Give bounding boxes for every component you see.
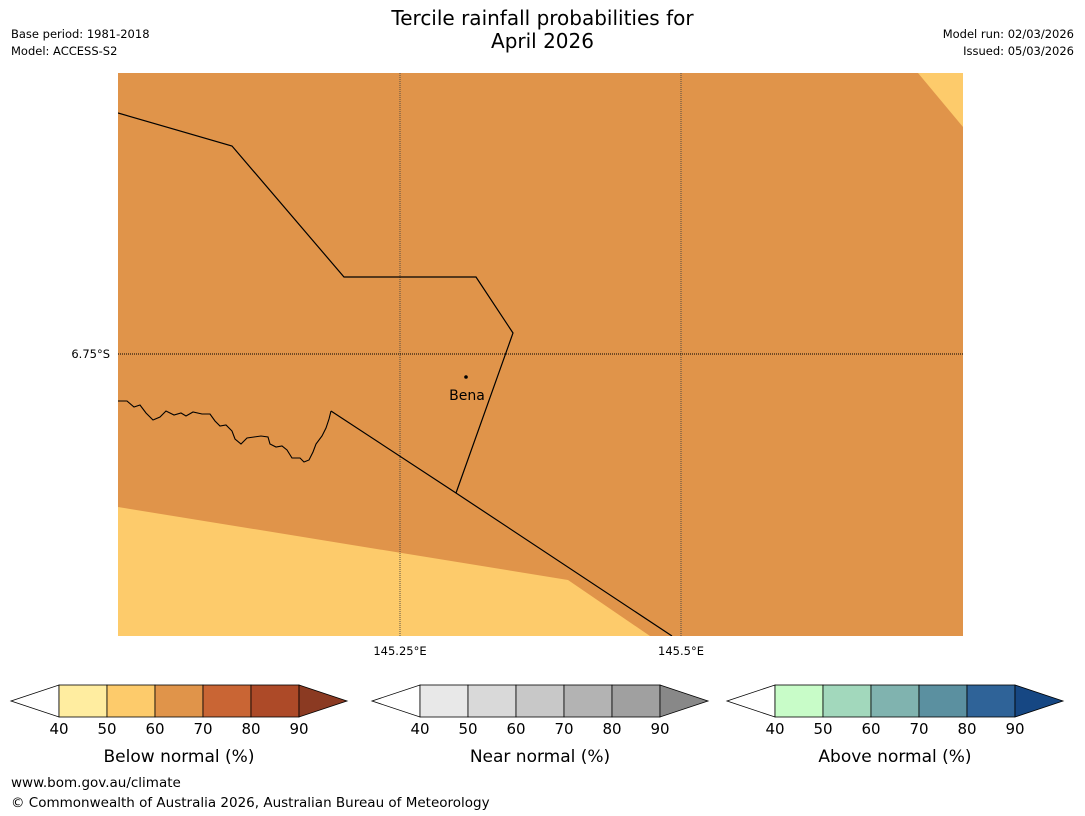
- colorbar-over-extend: [659, 684, 710, 718]
- model-run: Model run: 02/03/2026: [942, 27, 1074, 41]
- issued-date: Issued: 05/03/2026: [963, 44, 1074, 58]
- colorbar-tick-label: 40: [410, 720, 429, 738]
- colorbar-under-extend: [9, 684, 60, 718]
- longitude-label-145-25: 145.25°E: [373, 644, 426, 658]
- colorbar-2: 40 50 60 70 80 90 Near normal (%): [370, 684, 710, 767]
- colorbar-3: 40 50 60 70 80 90 Above normal (%): [725, 684, 1065, 767]
- colorbar-segment-60-70: [154, 684, 204, 718]
- base-period: Base period: 1981-2018: [11, 27, 150, 41]
- longitude-label-145-5: 145.5°E: [658, 644, 704, 658]
- province-boundary-river: [118, 400, 332, 463]
- town-marker: [464, 375, 468, 379]
- colorbar-tick-label: 90: [1005, 720, 1024, 738]
- colorbar-segment-60-70: [515, 684, 565, 718]
- colorbar-title: Below normal (%): [104, 747, 255, 767]
- colorbar-tick-label: 40: [765, 720, 784, 738]
- colorbar-tick-label: 60: [506, 720, 525, 738]
- colorbar-segment-80-90: [966, 684, 1016, 718]
- footer-url: www.bom.gov.au/climate: [11, 775, 181, 791]
- colorbar-segment-50-60: [822, 684, 872, 718]
- colorbar-segment-40-50: [419, 684, 469, 718]
- colorbar-tick-label: 90: [650, 720, 669, 738]
- province-boundary-south: [330, 410, 673, 636]
- colorbar-tick-label: 90: [289, 720, 308, 738]
- colorbar-under-extend: [370, 684, 421, 718]
- colorbar-tick-label: 70: [193, 720, 212, 738]
- colorbar-tick-label: 60: [861, 720, 880, 738]
- title-line-1: Tercile rainfall probabilities for: [391, 6, 694, 30]
- colorbar-segment-70-80: [918, 684, 968, 718]
- colorbar-tick-label: 70: [554, 720, 573, 738]
- latitude-label: 6.75°S: [71, 347, 110, 361]
- colorbar-title: Near normal (%): [470, 747, 610, 767]
- colorbar-1: 40 50 60 70 80 90 Below normal (%): [9, 684, 349, 767]
- province-boundary-north: [118, 112, 514, 494]
- colorbar-segment-80-90: [250, 684, 300, 718]
- colorbar-tick-label: 60: [145, 720, 164, 738]
- colorbar-segment-50-60: [467, 684, 517, 718]
- colorbar-tick-label: 80: [957, 720, 976, 738]
- colorbar-segment-80-90: [611, 684, 661, 718]
- meta-left: Base period: 1981-2018 Model: ACCESS-S2: [11, 26, 150, 60]
- colorbar-under-extend: [725, 684, 776, 718]
- meta-right: Model run: 02/03/2026 Issued: 05/03/2026: [943, 26, 1074, 60]
- colorbar-segment-60-70: [870, 684, 920, 718]
- below-normal-50-60-region-south: [118, 507, 650, 636]
- colorbar-tick-label: 50: [813, 720, 832, 738]
- colorbar-segment-70-80: [563, 684, 613, 718]
- colorbar-tick-label: 80: [241, 720, 260, 738]
- model-name: Model: ACCESS-S2: [11, 44, 118, 58]
- colorbar-tick-label: 70: [909, 720, 928, 738]
- colorbar-tick-label: 50: [97, 720, 116, 738]
- colorbar-title: Above normal (%): [818, 747, 971, 767]
- colorbar-segment-70-80: [202, 684, 252, 718]
- map-area: [118, 73, 963, 636]
- colorbar-over-extend: [1014, 684, 1065, 718]
- chart-title: Tercile rainfall probabilities for April…: [0, 7, 1085, 53]
- footer-copyright: © Commonwealth of Australia 2026, Austra…: [11, 795, 490, 811]
- colorbar-tick-label: 50: [458, 720, 477, 738]
- colorbar-segment-40-50: [58, 684, 108, 718]
- colorbar-segment-40-50: [774, 684, 824, 718]
- colorbar-tick-label: 40: [49, 720, 68, 738]
- town-label: Bena: [449, 388, 485, 404]
- colorbar-over-extend: [298, 684, 349, 718]
- title-line-2: April 2026: [491, 29, 594, 53]
- colorbar-segment-50-60: [106, 684, 156, 718]
- colorbar-tick-label: 80: [602, 720, 621, 738]
- below-normal-50-60-region-northeast: [918, 73, 963, 127]
- legend-area: 40 50 60 70 80 90 Below normal (%) 40 50 60 70 80 90…: [9, 684, 1065, 767]
